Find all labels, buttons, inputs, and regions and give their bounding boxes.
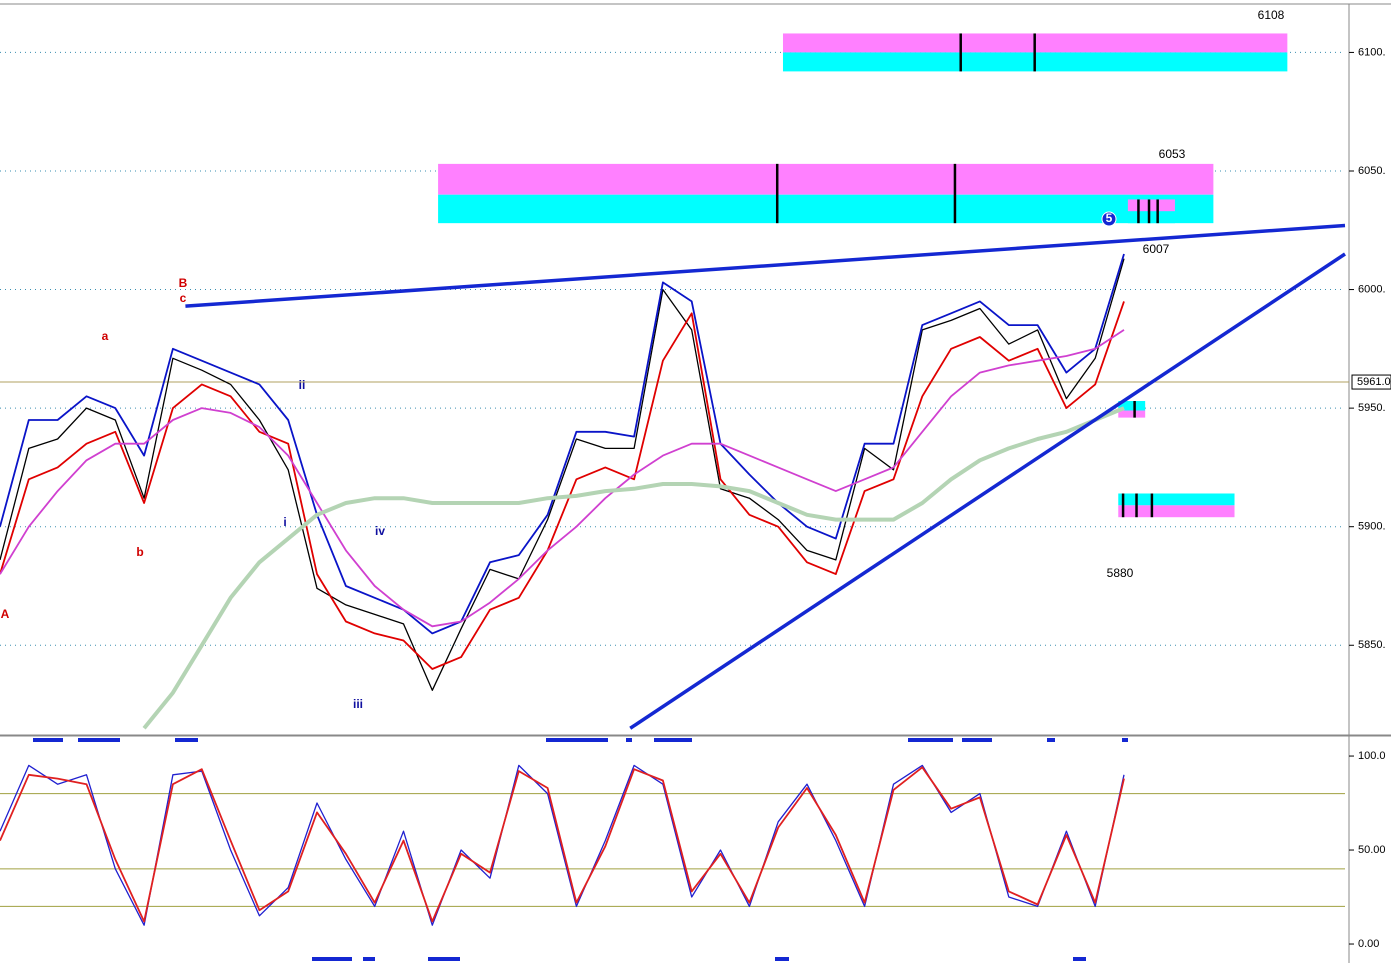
signal-dash [175, 738, 198, 742]
zone-upper [1127, 199, 1175, 212]
annotation: iii [353, 697, 363, 711]
signal-dashes [33, 738, 1128, 961]
annotation: i [283, 515, 286, 529]
zone-upper [1118, 493, 1235, 506]
annotation: 5880 [1107, 566, 1134, 580]
zone-lower [1118, 410, 1146, 418]
y-tick-label: 50.00 [1358, 844, 1386, 856]
signal-dash [33, 738, 63, 742]
signal-dash [363, 957, 375, 961]
signal-dash [428, 957, 460, 961]
series-line [142, 406, 1125, 730]
zone-lower [1127, 211, 1175, 224]
annotation: A [1, 607, 10, 621]
signal-dash [1073, 957, 1086, 961]
signal-dash [962, 738, 992, 742]
y-tick-label: 5950. [1358, 402, 1386, 414]
series-line [0, 301, 1125, 670]
signal-dash [1122, 738, 1128, 742]
annotation: a [102, 329, 109, 343]
signal-dash [546, 738, 608, 742]
y-tick-label: 100.0 [1358, 750, 1386, 762]
wave-badge [1101, 211, 1117, 227]
annotation: 6108 [1258, 8, 1285, 22]
annotation: ii [299, 378, 306, 392]
annotation: b [136, 545, 143, 559]
trendline [629, 252, 1346, 730]
zone-lower [1118, 505, 1235, 518]
zone-upper [438, 163, 1214, 195]
current-price-label: 5961.0 [1357, 376, 1391, 388]
series-line [0, 253, 1125, 635]
trendline [185, 223, 1346, 308]
current-price-box [1351, 374, 1391, 390]
signal-dash [626, 738, 632, 742]
annotation: 5 [1106, 211, 1113, 225]
annotation: iv [375, 524, 385, 538]
zone-upper [1118, 401, 1146, 411]
y-tick-label: 5900. [1358, 521, 1386, 533]
signal-dash [312, 957, 352, 961]
series-line [0, 329, 1125, 628]
series-line [0, 258, 1125, 691]
y-tick-label: 0.00 [1358, 938, 1379, 950]
y-tick-label: 6100. [1358, 46, 1386, 58]
y-tick-label: 6050. [1358, 165, 1386, 177]
y-tick-label: 5850. [1358, 639, 1386, 651]
signal-dash [1047, 738, 1055, 742]
signal-dash [908, 738, 953, 742]
annotation: c [180, 291, 187, 305]
signal-dash [654, 738, 692, 742]
annotation: 6053 [1159, 147, 1186, 161]
series-line [0, 766, 1125, 923]
signal-dash [78, 738, 120, 742]
zone-lower [438, 194, 1214, 224]
signal-dash [775, 957, 789, 961]
y-tick-label: 6000. [1358, 283, 1386, 295]
annotation: 6007 [1143, 242, 1170, 256]
annotation: B [179, 276, 188, 290]
